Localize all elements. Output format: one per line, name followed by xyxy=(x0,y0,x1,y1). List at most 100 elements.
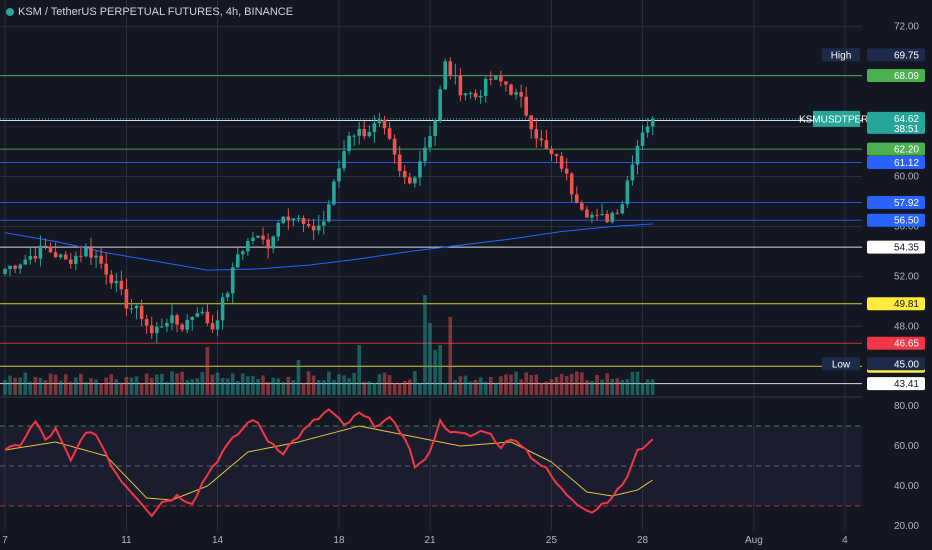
price-tick-label: 72.00 xyxy=(894,22,919,33)
candle xyxy=(8,265,12,270)
candle xyxy=(473,93,478,98)
candle xyxy=(413,177,417,184)
candle xyxy=(58,254,63,258)
candle xyxy=(94,255,98,258)
level-price-label-bg xyxy=(867,336,925,350)
volume-bar xyxy=(590,380,594,395)
volume-bar xyxy=(235,380,240,395)
time-axis: 7 11 14 18 21 25 28 Aug 4 xyxy=(0,530,932,550)
candle xyxy=(534,129,539,139)
candle xyxy=(261,235,265,240)
volume-bar xyxy=(119,382,124,395)
volume-bar xyxy=(519,379,523,395)
last-price-label: 64.62 xyxy=(894,114,919,125)
candle xyxy=(119,280,124,290)
volume-bar xyxy=(367,381,372,395)
candle xyxy=(23,259,28,265)
volume-bar xyxy=(428,323,432,395)
candle xyxy=(205,311,210,324)
volume-bar xyxy=(458,376,463,395)
candle xyxy=(428,135,432,148)
level-price-label: 43.41 xyxy=(894,379,919,390)
volume-bar xyxy=(509,374,513,395)
candle xyxy=(124,289,129,309)
candle xyxy=(139,305,144,319)
volume-bar xyxy=(38,377,43,395)
candle xyxy=(200,311,205,314)
candle xyxy=(291,218,296,221)
candle xyxy=(438,89,442,121)
candle xyxy=(569,173,574,195)
chart-title: KSM / TetherUS PERPETUAL FUTURES, 4h, BI… xyxy=(6,6,293,18)
candle xyxy=(225,293,230,298)
volume-bar xyxy=(200,372,205,395)
candle xyxy=(387,128,392,139)
candle xyxy=(347,135,351,152)
level-price-label-bg xyxy=(867,156,925,170)
volume-bar xyxy=(129,377,134,395)
volume-bar xyxy=(23,372,28,395)
time-tick-label: 28 xyxy=(637,535,649,546)
volume-bar xyxy=(372,382,377,395)
candle xyxy=(104,263,108,275)
volume-bar xyxy=(569,373,574,395)
candle xyxy=(514,92,518,95)
candle xyxy=(519,92,523,97)
candle xyxy=(165,322,169,327)
volume-bar xyxy=(175,373,179,395)
candle xyxy=(539,138,544,141)
time-tick-label: 18 xyxy=(333,535,345,546)
volume-bar xyxy=(220,378,225,395)
volume-bar xyxy=(433,350,437,395)
volume-bar xyxy=(438,345,442,395)
candle xyxy=(357,128,361,136)
volume-bar xyxy=(473,379,478,395)
candle xyxy=(129,308,134,310)
volume-bar xyxy=(160,373,164,395)
candle xyxy=(332,181,336,205)
level-price-label-bg xyxy=(867,240,925,254)
time-tick-label: 11 xyxy=(121,535,132,546)
candle xyxy=(63,254,68,260)
volume-bar xyxy=(362,381,367,395)
rsi-tick-label: 80.00 xyxy=(894,401,919,412)
candle xyxy=(529,115,534,130)
candle xyxy=(84,248,88,257)
volume-bar xyxy=(8,375,12,395)
candle xyxy=(635,145,640,165)
candle xyxy=(595,214,599,216)
price-tick-label: 60.00 xyxy=(894,172,919,183)
volume-bar xyxy=(488,377,493,395)
candle xyxy=(620,204,625,214)
candle xyxy=(210,323,215,330)
volume-bar xyxy=(134,376,139,395)
volume-bar xyxy=(190,379,195,395)
volume-bar xyxy=(357,345,361,395)
rsi-tick-label: 20.00 xyxy=(894,521,919,532)
volume-bars xyxy=(3,295,655,395)
volume-bar xyxy=(549,379,554,395)
volume-bar xyxy=(306,371,311,395)
volume-bar xyxy=(89,378,93,395)
volume-bar xyxy=(58,380,63,395)
price-tick-label: 48.00 xyxy=(894,321,919,332)
rsi-tick-label: 60.00 xyxy=(894,441,919,452)
volume-bar xyxy=(620,380,625,395)
candle xyxy=(377,119,382,124)
candle xyxy=(362,128,367,137)
candle xyxy=(382,119,387,129)
candle xyxy=(79,255,83,257)
volume-bar xyxy=(256,378,260,395)
volume-bar xyxy=(251,375,255,395)
moving-average-line xyxy=(4,223,653,271)
volume-bar xyxy=(483,381,488,395)
candle xyxy=(509,84,513,95)
candle xyxy=(195,313,200,317)
low-price-label-bg xyxy=(867,357,925,371)
volume-bar xyxy=(337,374,341,395)
volume-bar xyxy=(529,375,534,395)
volume-bar xyxy=(63,374,68,395)
candle xyxy=(640,132,645,146)
candle xyxy=(296,217,301,219)
